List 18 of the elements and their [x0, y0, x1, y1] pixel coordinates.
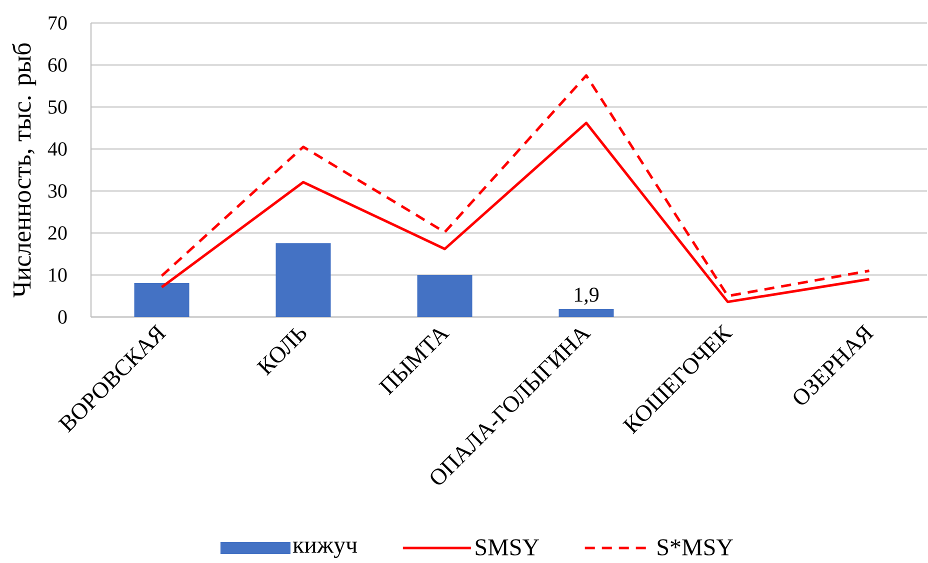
y-tick-label: 30: [48, 184, 67, 198]
y-tick-label: 10: [49, 268, 67, 282]
y-tick-label: 70: [48, 16, 67, 30]
bar: [417, 275, 472, 317]
legend-label: S*MSY: [658, 539, 733, 556]
data-label: 1,9: [574, 288, 599, 305]
legend-label: SMSY: [476, 539, 539, 556]
y-tick-label: 50: [48, 100, 67, 114]
y-axis-title: Численность, тыс. рыб: [12, 43, 36, 298]
y-tick-label: 0: [58, 310, 67, 324]
y-tick-label: 20: [48, 226, 67, 240]
bar: [558, 309, 614, 317]
y-tick-label: 40: [48, 142, 67, 156]
y-tick-label: 60: [48, 58, 67, 72]
bar: [134, 282, 190, 317]
line-series: [160, 122, 871, 304]
bar: [276, 243, 331, 317]
legend-label: кижуч: [292, 542, 358, 558]
